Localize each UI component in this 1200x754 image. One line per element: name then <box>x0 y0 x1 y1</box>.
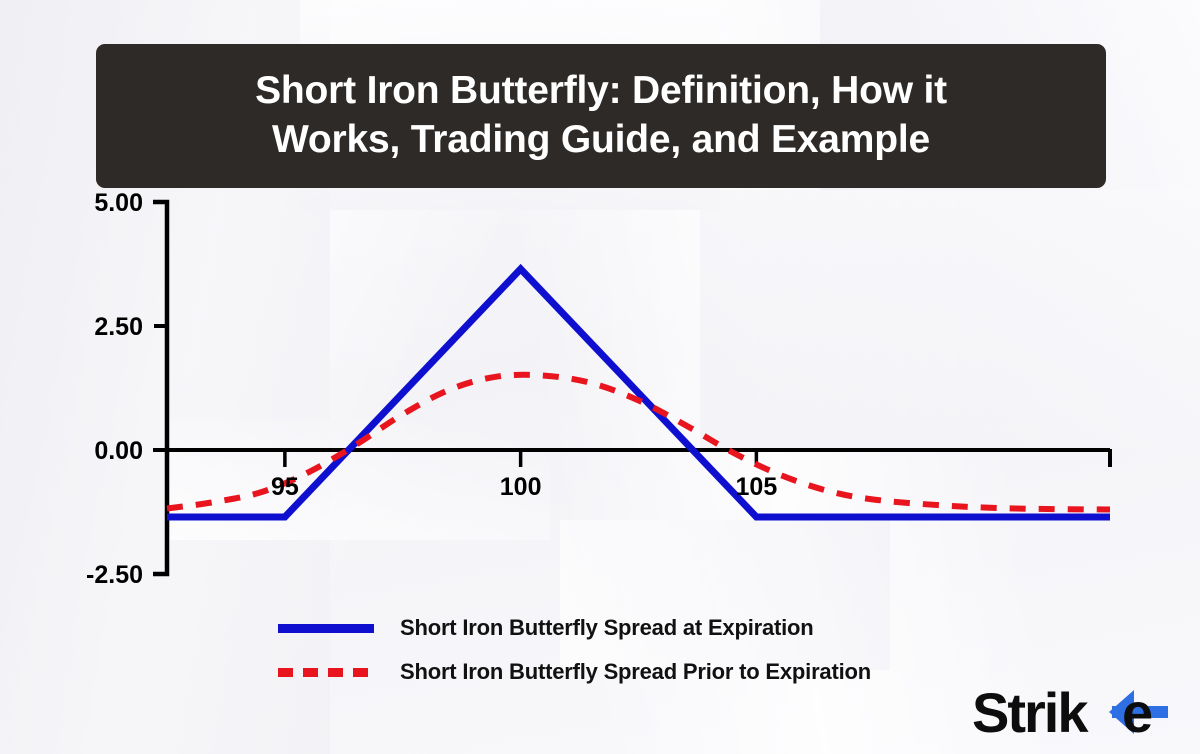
dashed-line-swatch <box>278 667 374 677</box>
series-line-2 <box>166 371 1111 513</box>
solid-line-swatch <box>278 623 374 633</box>
chart-canvas: -2.50 0.00 2.50 5.00 95 100 105 <box>86 189 1112 589</box>
legend-label-prior-to-expiration: Short Iron Butterfly Spread Prior to Exp… <box>400 659 871 684</box>
x-axis-zero-line <box>153 448 1112 467</box>
strike-logo-mark: Strik e <box>972 681 1168 744</box>
y-axis-tick-label: 5.00 <box>94 189 143 217</box>
strike-chevron-icon <box>1109 690 1168 734</box>
y-axis-tick-label: 0.00 <box>94 437 143 465</box>
series-line-1 <box>167 263 1110 521</box>
legend-item-prior-to-expiration: Short Iron Butterfly Spread Prior to Exp… <box>278 650 1048 694</box>
y-axis-tick-label: -2.50 <box>86 561 143 589</box>
legend-label-expiration: Short Iron Butterfly Spread at Expiratio… <box>400 615 814 640</box>
payoff-chart: -2.50 0.00 2.50 5.00 95 100 105 <box>0 188 1200 608</box>
strike-logo-chevron-icon <box>1109 690 1168 734</box>
tick-label-layer: -2.50 0.00 2.50 5.00 95 100 105 <box>86 189 777 589</box>
strike-logo-wordmark: Strik <box>972 682 1089 744</box>
x-axis-tick-label: 95 <box>271 473 299 501</box>
series-layer <box>166 263 1111 521</box>
axis-layer <box>153 199 1112 577</box>
strike-logo: Strik e <box>972 681 1182 746</box>
page-title: Short Iron Butterfly: Definition, How it… <box>255 69 947 161</box>
y-axis-spine <box>153 199 170 577</box>
y-axis-tick-label: 2.50 <box>94 313 143 341</box>
x-axis-tick-label: 105 <box>736 473 778 501</box>
strike-logo-tail-letter: e <box>1122 682 1152 744</box>
x-axis-tick-label: 100 <box>500 473 542 501</box>
chart-legend: Short Iron Butterfly Spread at Expiratio… <box>278 606 1048 694</box>
title-banner: Short Iron Butterfly: Definition, How it… <box>96 44 1106 188</box>
legend-item-expiration: Short Iron Butterfly Spread at Expiratio… <box>278 606 1048 650</box>
